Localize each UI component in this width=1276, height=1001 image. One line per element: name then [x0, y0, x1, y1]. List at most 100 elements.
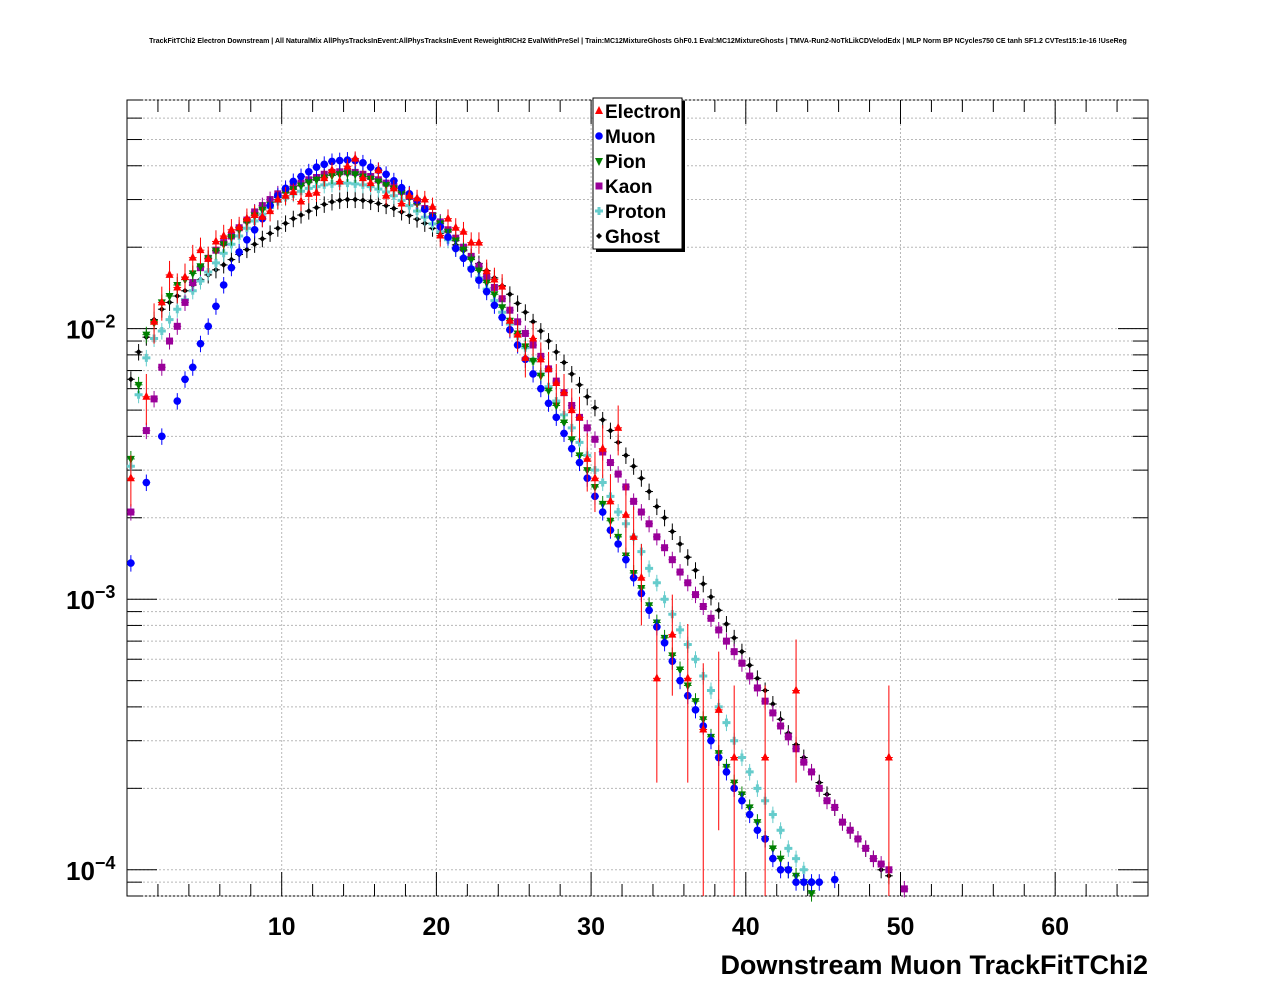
data-point — [769, 709, 777, 717]
x-axis-label: Downstream Muon TrackFitTChi2 — [720, 950, 1148, 980]
data-point — [204, 322, 213, 331]
data-point — [390, 205, 397, 212]
data-point — [544, 387, 553, 396]
data-point — [607, 427, 614, 434]
data-point — [769, 700, 776, 707]
legend-box — [592, 97, 683, 250]
data-point — [660, 639, 669, 647]
data-point — [622, 452, 629, 459]
data-point — [157, 297, 166, 306]
data-point — [553, 348, 560, 355]
data-point — [313, 204, 320, 211]
data-point — [823, 797, 831, 805]
data-point — [630, 497, 638, 505]
legend-label: Kaon — [605, 177, 653, 198]
data-point — [777, 722, 785, 730]
data-point — [598, 478, 607, 487]
data-point — [158, 363, 166, 371]
data-point — [683, 673, 692, 682]
data-point — [677, 540, 684, 547]
chart-title: TrackFitTChi2 Electron Downstream | All … — [149, 38, 1127, 45]
data-point — [738, 648, 745, 655]
x-tick-label: 30 — [577, 913, 605, 941]
data-point — [706, 686, 715, 695]
data-point — [653, 503, 660, 510]
data-point — [754, 675, 761, 682]
data-point — [351, 179, 360, 188]
y-tick-label: 10−4 — [66, 853, 115, 886]
data-point — [173, 397, 182, 405]
data-point — [768, 845, 777, 854]
data-point — [567, 405, 576, 414]
data-point — [854, 835, 862, 843]
x-tick-labels: 10 20 30 40 50 60 — [268, 913, 1069, 941]
data-point — [196, 277, 205, 286]
data-point — [335, 156, 344, 165]
data-point — [684, 579, 692, 587]
data-point — [474, 237, 483, 246]
data-point — [281, 190, 290, 199]
data-point — [204, 253, 213, 262]
data-point — [560, 419, 569, 428]
data-point — [730, 752, 739, 761]
data-point — [746, 672, 754, 680]
data-point — [165, 269, 174, 278]
data-point — [614, 540, 622, 548]
data-point — [188, 252, 197, 261]
data-point — [676, 568, 684, 576]
data-point — [776, 826, 785, 835]
data-point — [259, 235, 266, 242]
data-point — [862, 844, 870, 852]
data-point — [815, 878, 824, 886]
data-point — [351, 153, 360, 162]
data-point — [273, 194, 282, 203]
data-point — [135, 348, 142, 355]
data-point — [652, 578, 661, 587]
data-point — [707, 614, 715, 622]
data-point — [545, 338, 552, 345]
data-point — [598, 443, 607, 452]
data-point — [267, 230, 274, 237]
data-point — [220, 261, 227, 268]
legend-marker — [595, 106, 603, 114]
data-point — [382, 181, 391, 190]
data-point — [196, 339, 205, 348]
data-point — [684, 554, 691, 561]
data-point — [389, 183, 398, 192]
data-point — [800, 758, 808, 766]
legend-marker — [595, 207, 603, 215]
legend-label: Proton — [605, 202, 666, 223]
data-point — [621, 509, 630, 518]
data-point — [514, 300, 521, 307]
data-point — [150, 316, 159, 325]
legend-marker — [596, 233, 602, 239]
data-point — [737, 753, 746, 762]
data-point — [544, 399, 553, 408]
data-point — [211, 258, 220, 267]
data-point — [513, 329, 522, 338]
data-point — [219, 231, 228, 240]
data-point — [630, 463, 637, 470]
data-point — [529, 357, 538, 366]
data-point — [722, 637, 730, 645]
data-point — [522, 309, 529, 316]
data-point — [498, 281, 507, 290]
data-point — [769, 854, 777, 863]
data-point — [869, 855, 877, 863]
data-point — [328, 157, 336, 166]
data-point — [715, 626, 723, 634]
x-tick-label: 40 — [732, 913, 760, 941]
data-point — [722, 718, 731, 727]
data-point — [552, 402, 561, 411]
data-point — [188, 363, 197, 372]
data-point — [645, 520, 653, 528]
data-point — [676, 676, 684, 685]
data-point — [792, 878, 800, 886]
data-point — [374, 165, 383, 174]
data-point — [181, 375, 189, 384]
data-point — [653, 533, 661, 541]
data-point — [188, 270, 197, 279]
x-tick-label: 20 — [422, 913, 450, 941]
data-point — [219, 249, 228, 258]
data-point — [297, 172, 305, 181]
